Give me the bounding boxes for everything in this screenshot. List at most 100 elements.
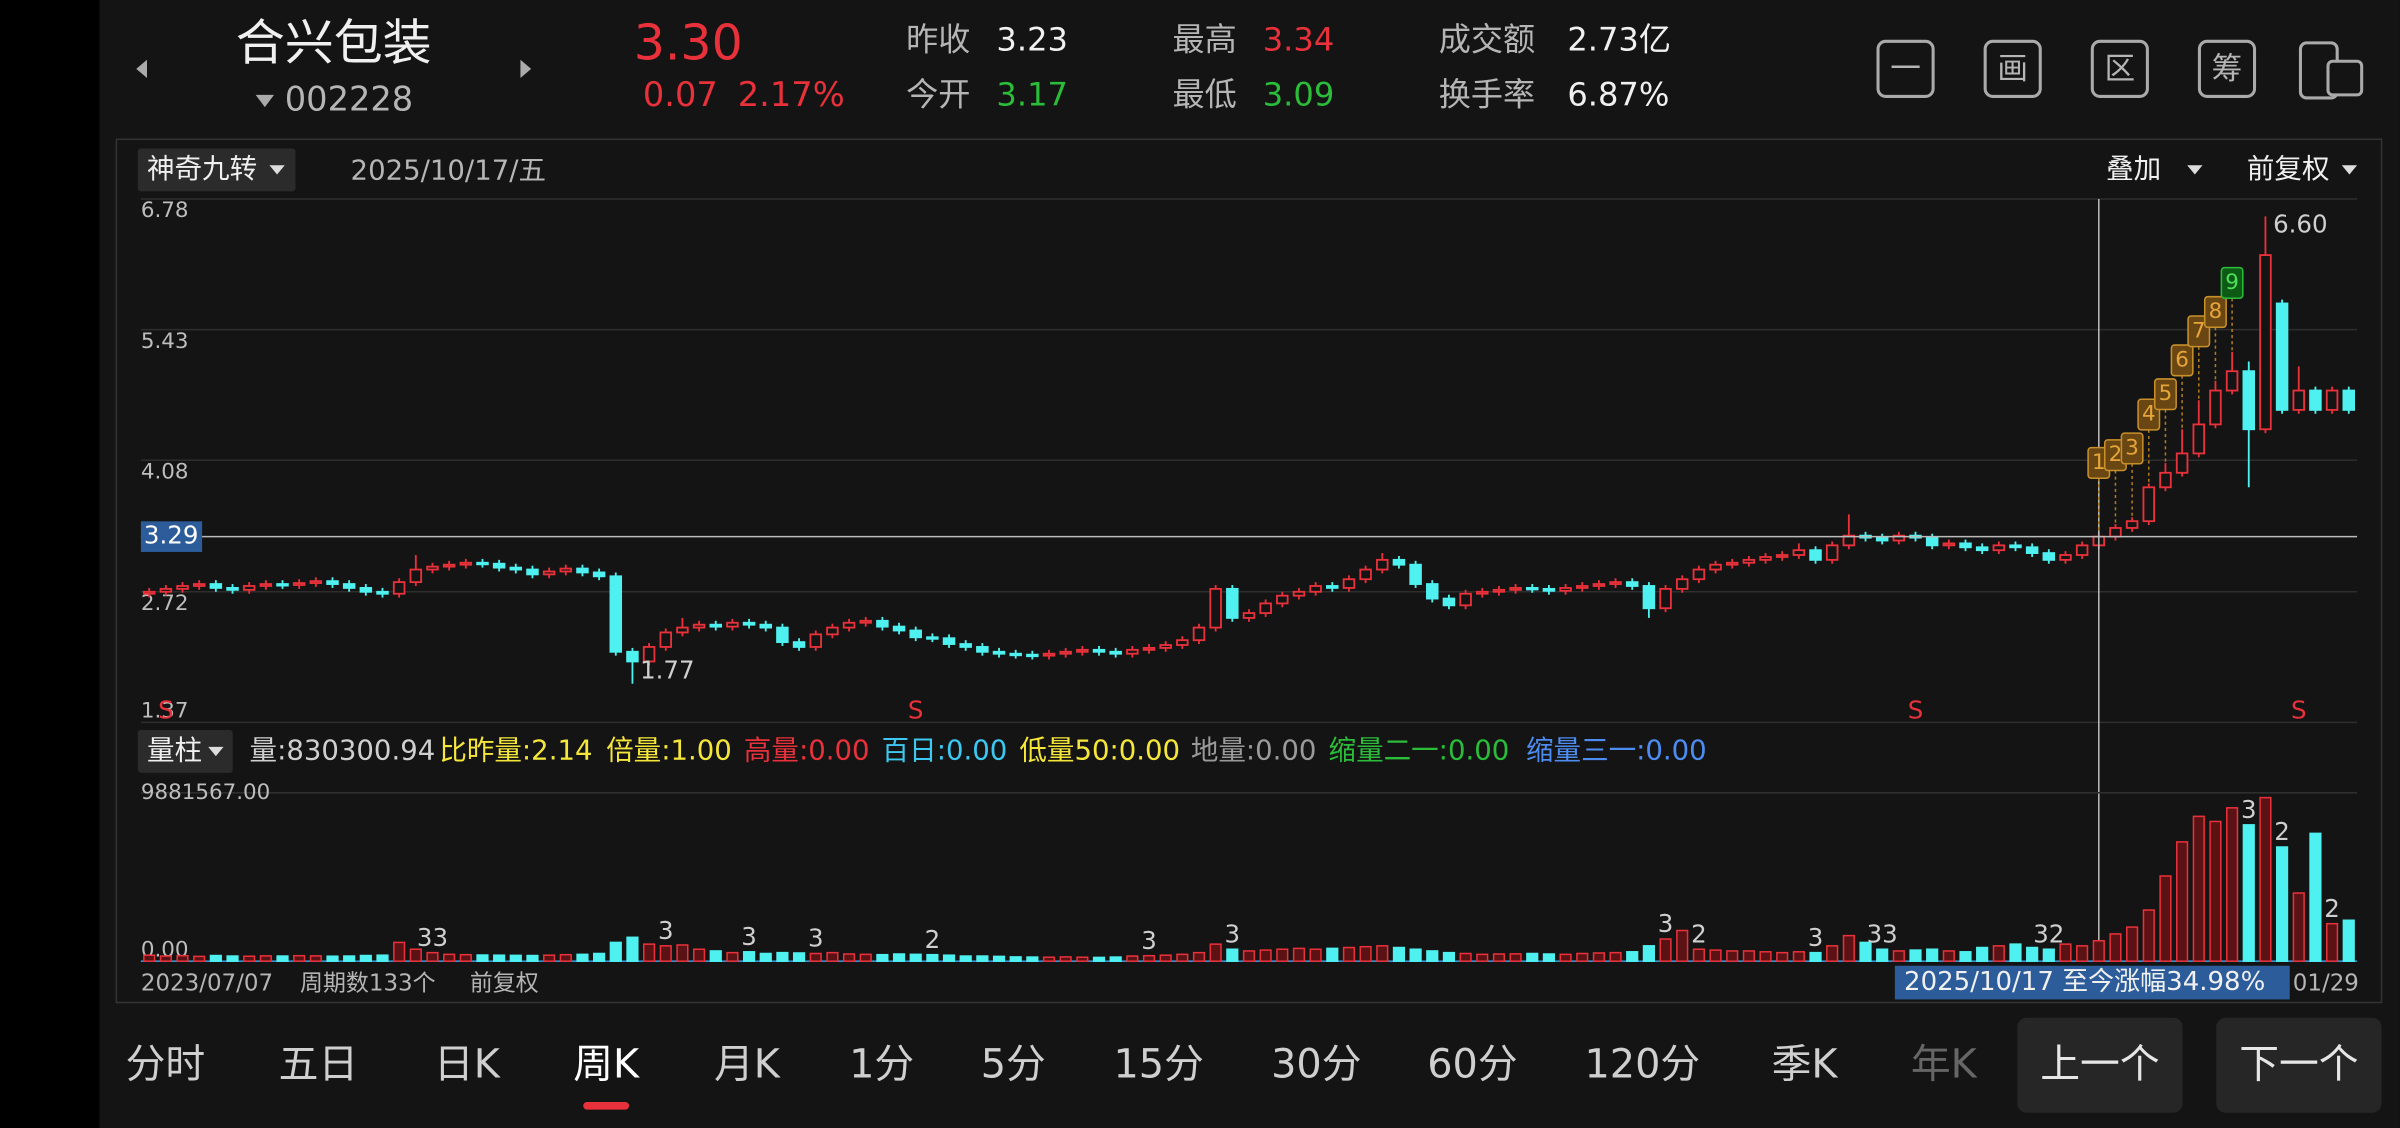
volume-bar [2042, 948, 2055, 962]
candle-body [1426, 583, 1439, 600]
candle-body [2292, 389, 2306, 411]
candle-body [2009, 544, 2022, 549]
period-tab[interactable]: 15分 [1113, 1041, 1203, 1087]
tool-button[interactable] [1876, 39, 1935, 98]
period-tab[interactable]: 分时 [126, 1041, 206, 1087]
nav-button[interactable] [2216, 1017, 2382, 1113]
volume-bar [1126, 955, 1139, 962]
volume-bar [1059, 956, 1072, 962]
volume-bar [626, 936, 639, 962]
prev-stock[interactable] [136, 59, 147, 79]
candle-body [1709, 563, 1722, 571]
volume-bar [1876, 948, 1889, 962]
nav-button[interactable] [2017, 1017, 2183, 1113]
cursor-date: 2025/10/17/五 [351, 154, 547, 186]
candle-body [2209, 389, 2222, 426]
volume-indicator-select[interactable] [137, 730, 233, 773]
adjust[interactable]: 前复权 [2247, 153, 2330, 185]
next-stock[interactable] [520, 59, 532, 79]
candle-body [1009, 652, 1022, 657]
candle-body [759, 623, 772, 629]
period-tab[interactable]: 日K [434, 1041, 501, 1087]
crosshair-label: 3.29 [144, 521, 198, 550]
period-tab[interactable]: 月K [714, 1041, 781, 1087]
volume-bar [1576, 952, 1589, 962]
candle-body [2242, 370, 2256, 431]
candle-body [2059, 554, 2072, 561]
candle-body [1059, 650, 1072, 655]
volume-bar [959, 955, 972, 962]
dropdown-arrow [208, 746, 224, 757]
signal-label: 8 [2209, 299, 2223, 324]
extreme-label: 6.60 [2273, 210, 2327, 239]
volume-bar [2292, 892, 2305, 962]
candle-body [809, 633, 822, 648]
volume-tick-label: 9881567.00 [141, 780, 270, 805]
period-tab[interactable]: 120分 [1584, 1041, 1700, 1087]
tool-button[interactable] [2090, 39, 2149, 98]
nav-button-label: 上一个 [2040, 1041, 2159, 1087]
volume-marker: 3 [741, 922, 757, 951]
candle-body [476, 561, 489, 566]
candle-body [1476, 590, 1489, 595]
volume-bar [309, 955, 322, 962]
volume-bar [243, 955, 256, 962]
candle-body [1792, 549, 1806, 556]
volume-bar [376, 954, 389, 962]
volume-bar [1942, 950, 1955, 962]
period-tab[interactable]: 30分 [1271, 1041, 1361, 1087]
tool-button[interactable] [2197, 39, 2257, 98]
volume-marker: 3 [1225, 919, 1241, 948]
candle-body [576, 567, 589, 574]
candle-body [1842, 534, 1856, 547]
candle-body [1309, 585, 1322, 593]
candle-body [659, 631, 673, 648]
volume-bar [1342, 946, 1356, 962]
volume-bar [826, 951, 839, 962]
candle-body [1459, 592, 1472, 607]
period-tab[interactable]: 周K [573, 1041, 640, 1087]
volume-bar [859, 953, 872, 962]
sell-mark: S [158, 696, 174, 725]
tool-button[interactable] [1983, 39, 2042, 98]
candle-body [342, 583, 356, 589]
period-tab[interactable]: 60分 [1427, 1041, 1517, 1087]
volume-bar [2059, 943, 2072, 962]
volume-bar [1042, 956, 1056, 962]
candle-body [1042, 652, 1056, 657]
candle-body [1359, 568, 1372, 581]
price: 3.30 [634, 14, 743, 71]
volume-bar [892, 953, 906, 962]
candle-body [226, 587, 239, 591]
candle-body [376, 590, 389, 595]
candle-body [1076, 648, 1089, 653]
sell-mark: S [908, 696, 924, 725]
period-tab[interactable]: 1分 [849, 1041, 914, 1087]
candle-body [2125, 520, 2139, 529]
indicator-select[interactable] [137, 148, 296, 192]
period-tab[interactable]: 五日 [279, 1041, 359, 1087]
dropdown-arrow [2341, 165, 2358, 175]
volume-bar [2092, 939, 2105, 962]
volume-bar [2192, 815, 2205, 962]
candle-body [209, 583, 223, 589]
volume-bar [1776, 951, 1789, 962]
volume-bar [976, 955, 989, 962]
period-tab[interactable]: 年K [1911, 1041, 1978, 1087]
volume-bar [1526, 952, 1539, 962]
overlay[interactable]: 叠加 [2106, 153, 2161, 185]
candle-body [276, 583, 289, 587]
volume-bar [1192, 951, 1206, 962]
candle-body [1226, 587, 1239, 619]
volume-bar [1309, 948, 1322, 962]
code-dropdown[interactable] [255, 94, 275, 108]
volume-bar [1792, 951, 1805, 962]
period-tab[interactable]: 季K [1772, 1041, 1839, 1087]
candle-body [1809, 549, 1822, 561]
stock-name: 合兴包装 [236, 14, 432, 71]
volume-bar [1542, 953, 1556, 962]
volume-bar [1092, 956, 1106, 962]
period-tab[interactable]: 5分 [981, 1041, 1046, 1087]
volume-bar [1759, 951, 1772, 962]
volume-stat: 百日:0.00 [882, 734, 1008, 766]
